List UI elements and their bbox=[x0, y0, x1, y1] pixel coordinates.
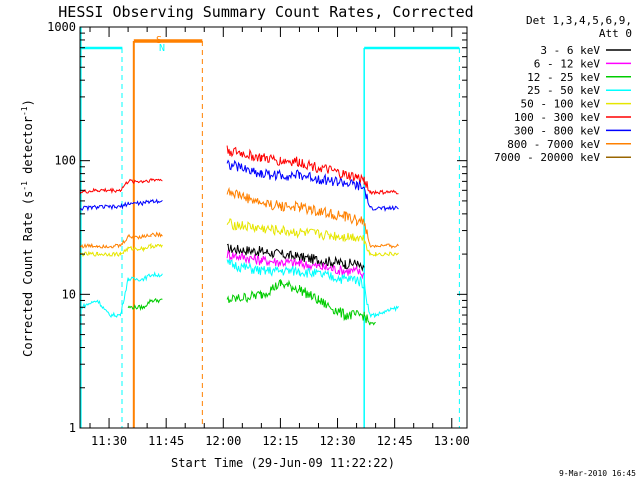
spacecraft-state-markers bbox=[80, 27, 460, 428]
x-tick-label: 12:15 bbox=[262, 434, 298, 448]
y-tick-label: 1 bbox=[69, 421, 76, 435]
plot-frame bbox=[79, 26, 468, 429]
y-tick-label: 100 bbox=[54, 154, 76, 168]
series-line-5 bbox=[79, 145, 399, 196]
legend-label-3: 25 - 50 keV bbox=[527, 84, 600, 97]
saa-annotation: S bbox=[156, 35, 162, 46]
chart-title: HESSI Observing Summary Count Rates, Cor… bbox=[58, 3, 473, 21]
legend-label-1: 6 - 12 keV bbox=[534, 57, 601, 70]
legend-header-line-1: Det 1,3,4,5,6,9, bbox=[526, 14, 632, 27]
series-line-6 bbox=[79, 159, 399, 213]
x-tick-label: 11:30 bbox=[91, 434, 127, 448]
axes: 1 10 100 1000 11:30 11:45 12:00 12:15 12:30 12:45… bbox=[47, 20, 470, 448]
x-tick-label: 12:45 bbox=[377, 434, 413, 448]
series-line-4 bbox=[79, 218, 399, 258]
x-tick-label: 11:45 bbox=[148, 434, 184, 448]
legend-label-0: 3 - 6 keV bbox=[540, 44, 600, 57]
series-line-2 bbox=[127, 279, 376, 326]
x-tick-label: 13:00 bbox=[434, 434, 470, 448]
legend-label-8: 7000 - 20000 keV bbox=[494, 151, 600, 164]
legend-label-5: 100 - 300 keV bbox=[514, 111, 600, 124]
legend-label-6: 300 - 800 keV bbox=[514, 124, 600, 137]
night-annotation: N bbox=[159, 43, 165, 54]
legend-label-4: 50 - 100 keV bbox=[521, 98, 601, 111]
x-axis-label: Start Time (29-Jun-09 11:22:22) bbox=[171, 456, 395, 470]
series-lines bbox=[79, 145, 399, 326]
series-line-3 bbox=[79, 259, 399, 319]
legend-header-line-2: Att 0 bbox=[599, 27, 632, 40]
y-axis-label: Corrected Count Rate (s-1 detector-1) bbox=[20, 99, 35, 357]
x-tick-label: 12:00 bbox=[205, 434, 241, 448]
legend-label-7: 800 - 7000 keV bbox=[507, 138, 600, 151]
y-tick-label: 10 bbox=[62, 287, 76, 301]
y-tick-label: 1000 bbox=[47, 20, 76, 34]
series-line-1 bbox=[226, 249, 365, 280]
x-tick-label: 12:30 bbox=[319, 434, 355, 448]
series-line-0 bbox=[227, 243, 365, 272]
series-line-7 bbox=[79, 186, 399, 249]
legend-label-2: 12 - 25 keV bbox=[527, 71, 600, 84]
date-stamp: 9-Mar-2010 16:45 bbox=[559, 469, 636, 478]
